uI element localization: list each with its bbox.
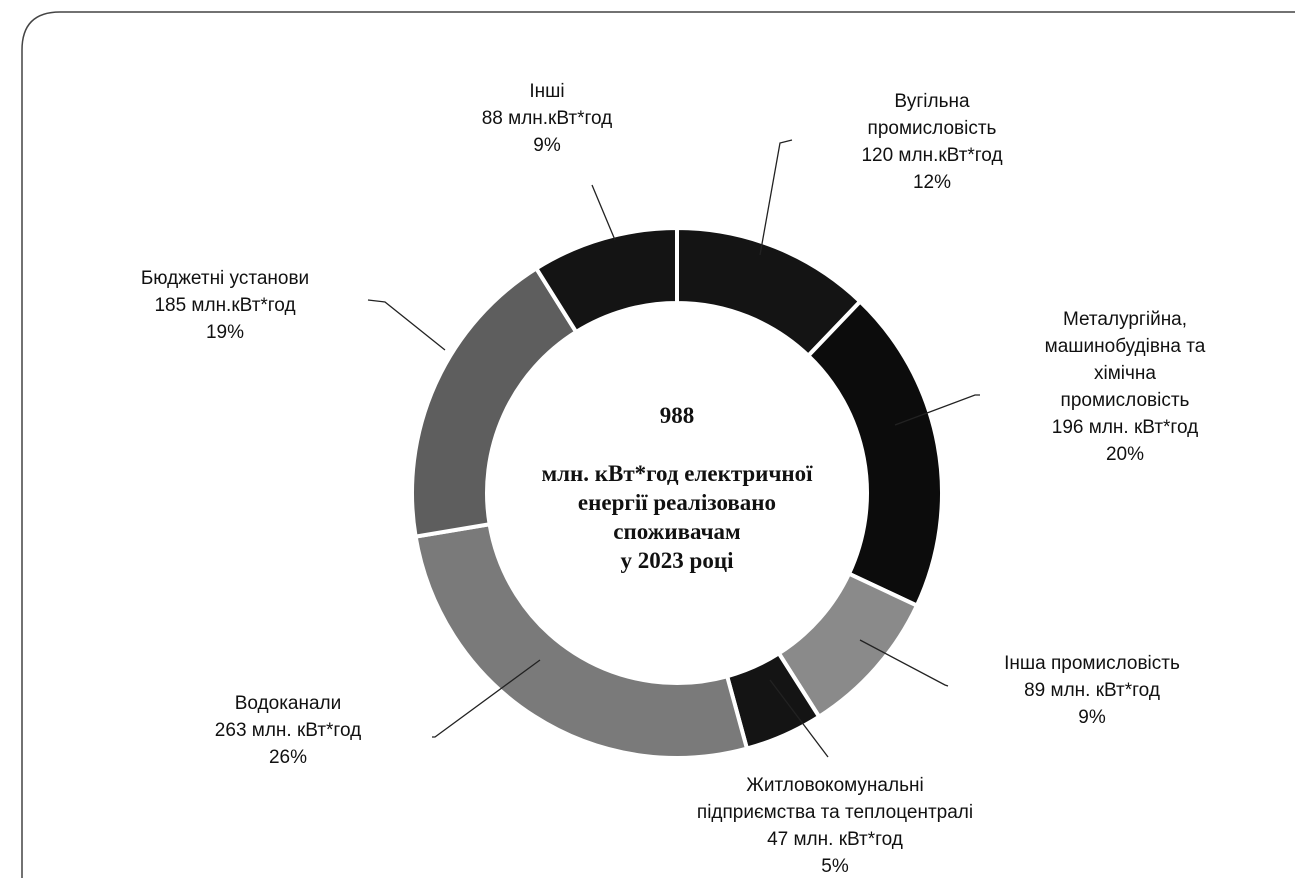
percent-label: 26% [268, 747, 308, 768]
donut-segment [533, 225, 679, 335]
percent-label: 19% [205, 322, 245, 343]
segment-label: Металургійна, машинобудівна та хімічна п… [1034, 306, 1217, 468]
category-label: Бюджетні установи [140, 268, 310, 289]
center-label: 988 млн. кВт*год електричної енергії реа… [497, 372, 857, 604]
center-text: млн. кВт*год електричної енергії реалізо… [541, 461, 813, 573]
leader-line [759, 139, 793, 256]
leader-line [367, 299, 446, 351]
value-label: 196 млн. кВт*год [1051, 417, 1199, 438]
value-label: 185 млн.кВт*год [154, 295, 296, 316]
segment-label: Житловокомунальні підприємства та теплоц… [697, 772, 973, 880]
category-label: Металургійна, машинобудівна та хімічна п… [1044, 309, 1206, 411]
percent-label: 9% [1078, 707, 1106, 728]
leader-line [894, 394, 980, 426]
frame [21, 11, 1295, 878]
value-label: 47 млн. кВт*год [767, 829, 903, 850]
category-label: Водоканали [234, 693, 342, 714]
value-label: 89 млн. кВт*год [1024, 680, 1160, 701]
segment-label: Інші 88 млн.кВт*год 9% [482, 78, 613, 159]
segment-label: Бюджетні установи 185 млн.кВт*год 19% [141, 265, 309, 346]
percent-label: 20% [1105, 444, 1145, 465]
segment-label: Вугільна промисловість 120 млн.кВт*год 12% [861, 88, 1002, 196]
percent-label: 9% [533, 135, 561, 156]
leader-line [859, 639, 949, 687]
category-label: Інша промисловість [1004, 653, 1180, 674]
category-label: Інші [529, 81, 565, 102]
leader-line [432, 659, 541, 738]
center-total: 988 [659, 403, 695, 428]
category-label: Вугільна промисловість [867, 91, 997, 139]
segment-label: Інша промисловість 89 млн. кВт*год 9% [1004, 650, 1180, 731]
category-label: Житловокомунальні підприємства та теплоц… [696, 775, 974, 823]
percent-label: 5% [821, 856, 849, 877]
leader-line [591, 184, 616, 241]
leader-line [769, 679, 829, 758]
percent-label: 12% [912, 172, 952, 193]
donut-segment [413, 521, 750, 760]
segment-label: Водоканали 263 млн. кВт*год 26% [215, 690, 361, 771]
value-label: 120 млн.кВт*год [861, 145, 1003, 166]
value-label: 263 млн. кВт*год [214, 720, 362, 741]
value-label: 88 млн.кВт*год [481, 108, 613, 129]
